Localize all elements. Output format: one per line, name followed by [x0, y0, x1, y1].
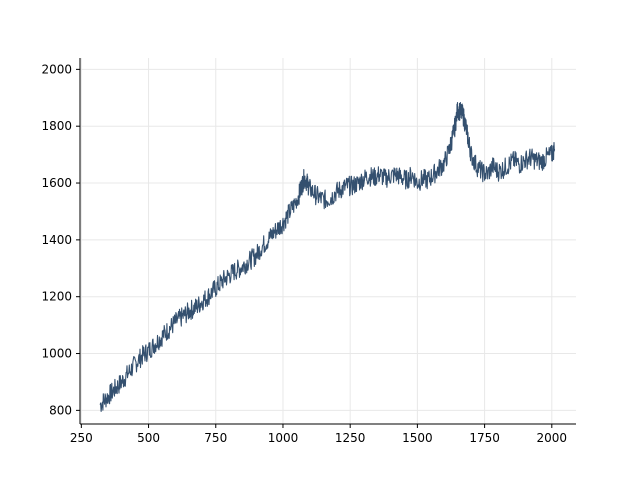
y-tick-label: 1200 — [41, 290, 72, 304]
grid-lines — [80, 58, 576, 424]
y-tick-label: 1000 — [41, 347, 72, 361]
x-tick-label: 1750 — [469, 431, 500, 445]
x-tick-label: 500 — [137, 431, 160, 445]
tick-labels: 250 500 750 1000 1250 1500 1750 2000 800 1000 1200… — [41, 62, 567, 445]
y-tick-label: 1800 — [41, 119, 72, 133]
series-line — [99, 101, 556, 412]
axes — [79, 58, 576, 425]
y-tick-label: 1400 — [41, 233, 72, 247]
x-tick-label: 2000 — [537, 431, 568, 445]
y-tick-label: 800 — [49, 403, 72, 417]
series-layer — [99, 101, 556, 412]
x-tick-label: 1250 — [335, 431, 366, 445]
x-tick-label: 1500 — [402, 431, 433, 445]
x-tick-label: 750 — [204, 431, 227, 445]
x-tick-label: 1000 — [268, 431, 299, 445]
x-tick-label: 250 — [70, 431, 93, 445]
y-tick-label: 1600 — [41, 176, 72, 190]
y-tick-label: 2000 — [41, 62, 72, 76]
